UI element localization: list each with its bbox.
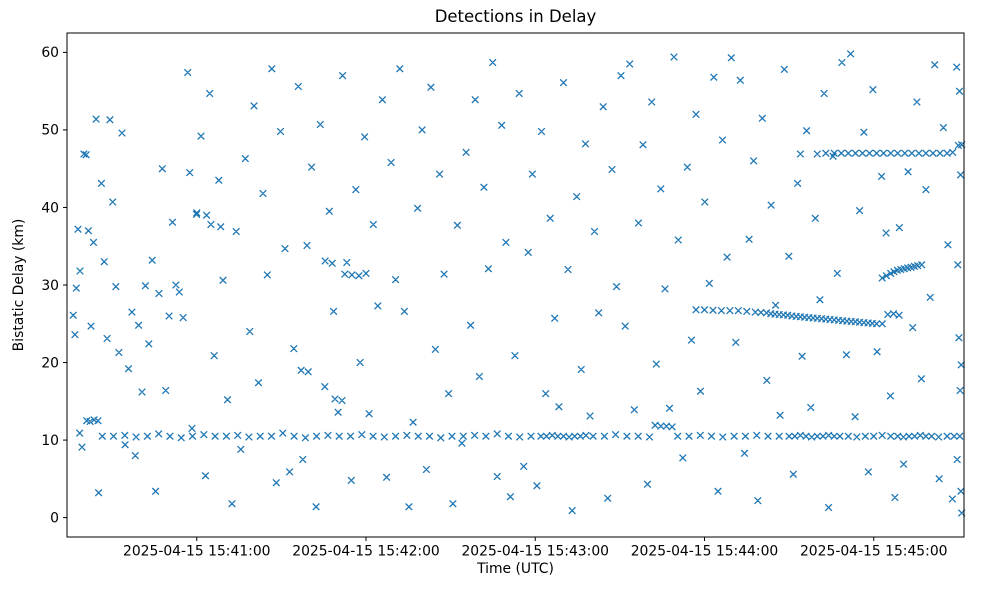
x-tick-label: 2025-04-15 15:42:00 [292, 544, 440, 560]
y-tick-label: 30 [41, 278, 59, 294]
x-tick-label: 2025-04-15 15:43:00 [461, 544, 609, 560]
y-tick-label: 0 [50, 510, 59, 526]
y-axis-label: Bistatic Delay (km) [11, 218, 27, 352]
x-tick-label: 2025-04-15 15:41:00 [123, 544, 271, 560]
axes-frame [66, 32, 965, 538]
scatter-points [69, 50, 966, 517]
chart-title: Detections in Delay [434, 7, 597, 26]
y-tick-label: 40 [41, 200, 59, 216]
y-tick-label: 60 [41, 45, 59, 61]
x-tick-label: 2025-04-15 15:45:00 [800, 544, 948, 560]
y-tick-label: 50 [41, 123, 59, 139]
y-tick-label: 10 [41, 433, 59, 449]
x-tick-label: 2025-04-15 15:44:00 [631, 544, 779, 560]
y-tick-label: 20 [41, 355, 59, 371]
x-axis-label: Time (UTC) [477, 561, 554, 577]
